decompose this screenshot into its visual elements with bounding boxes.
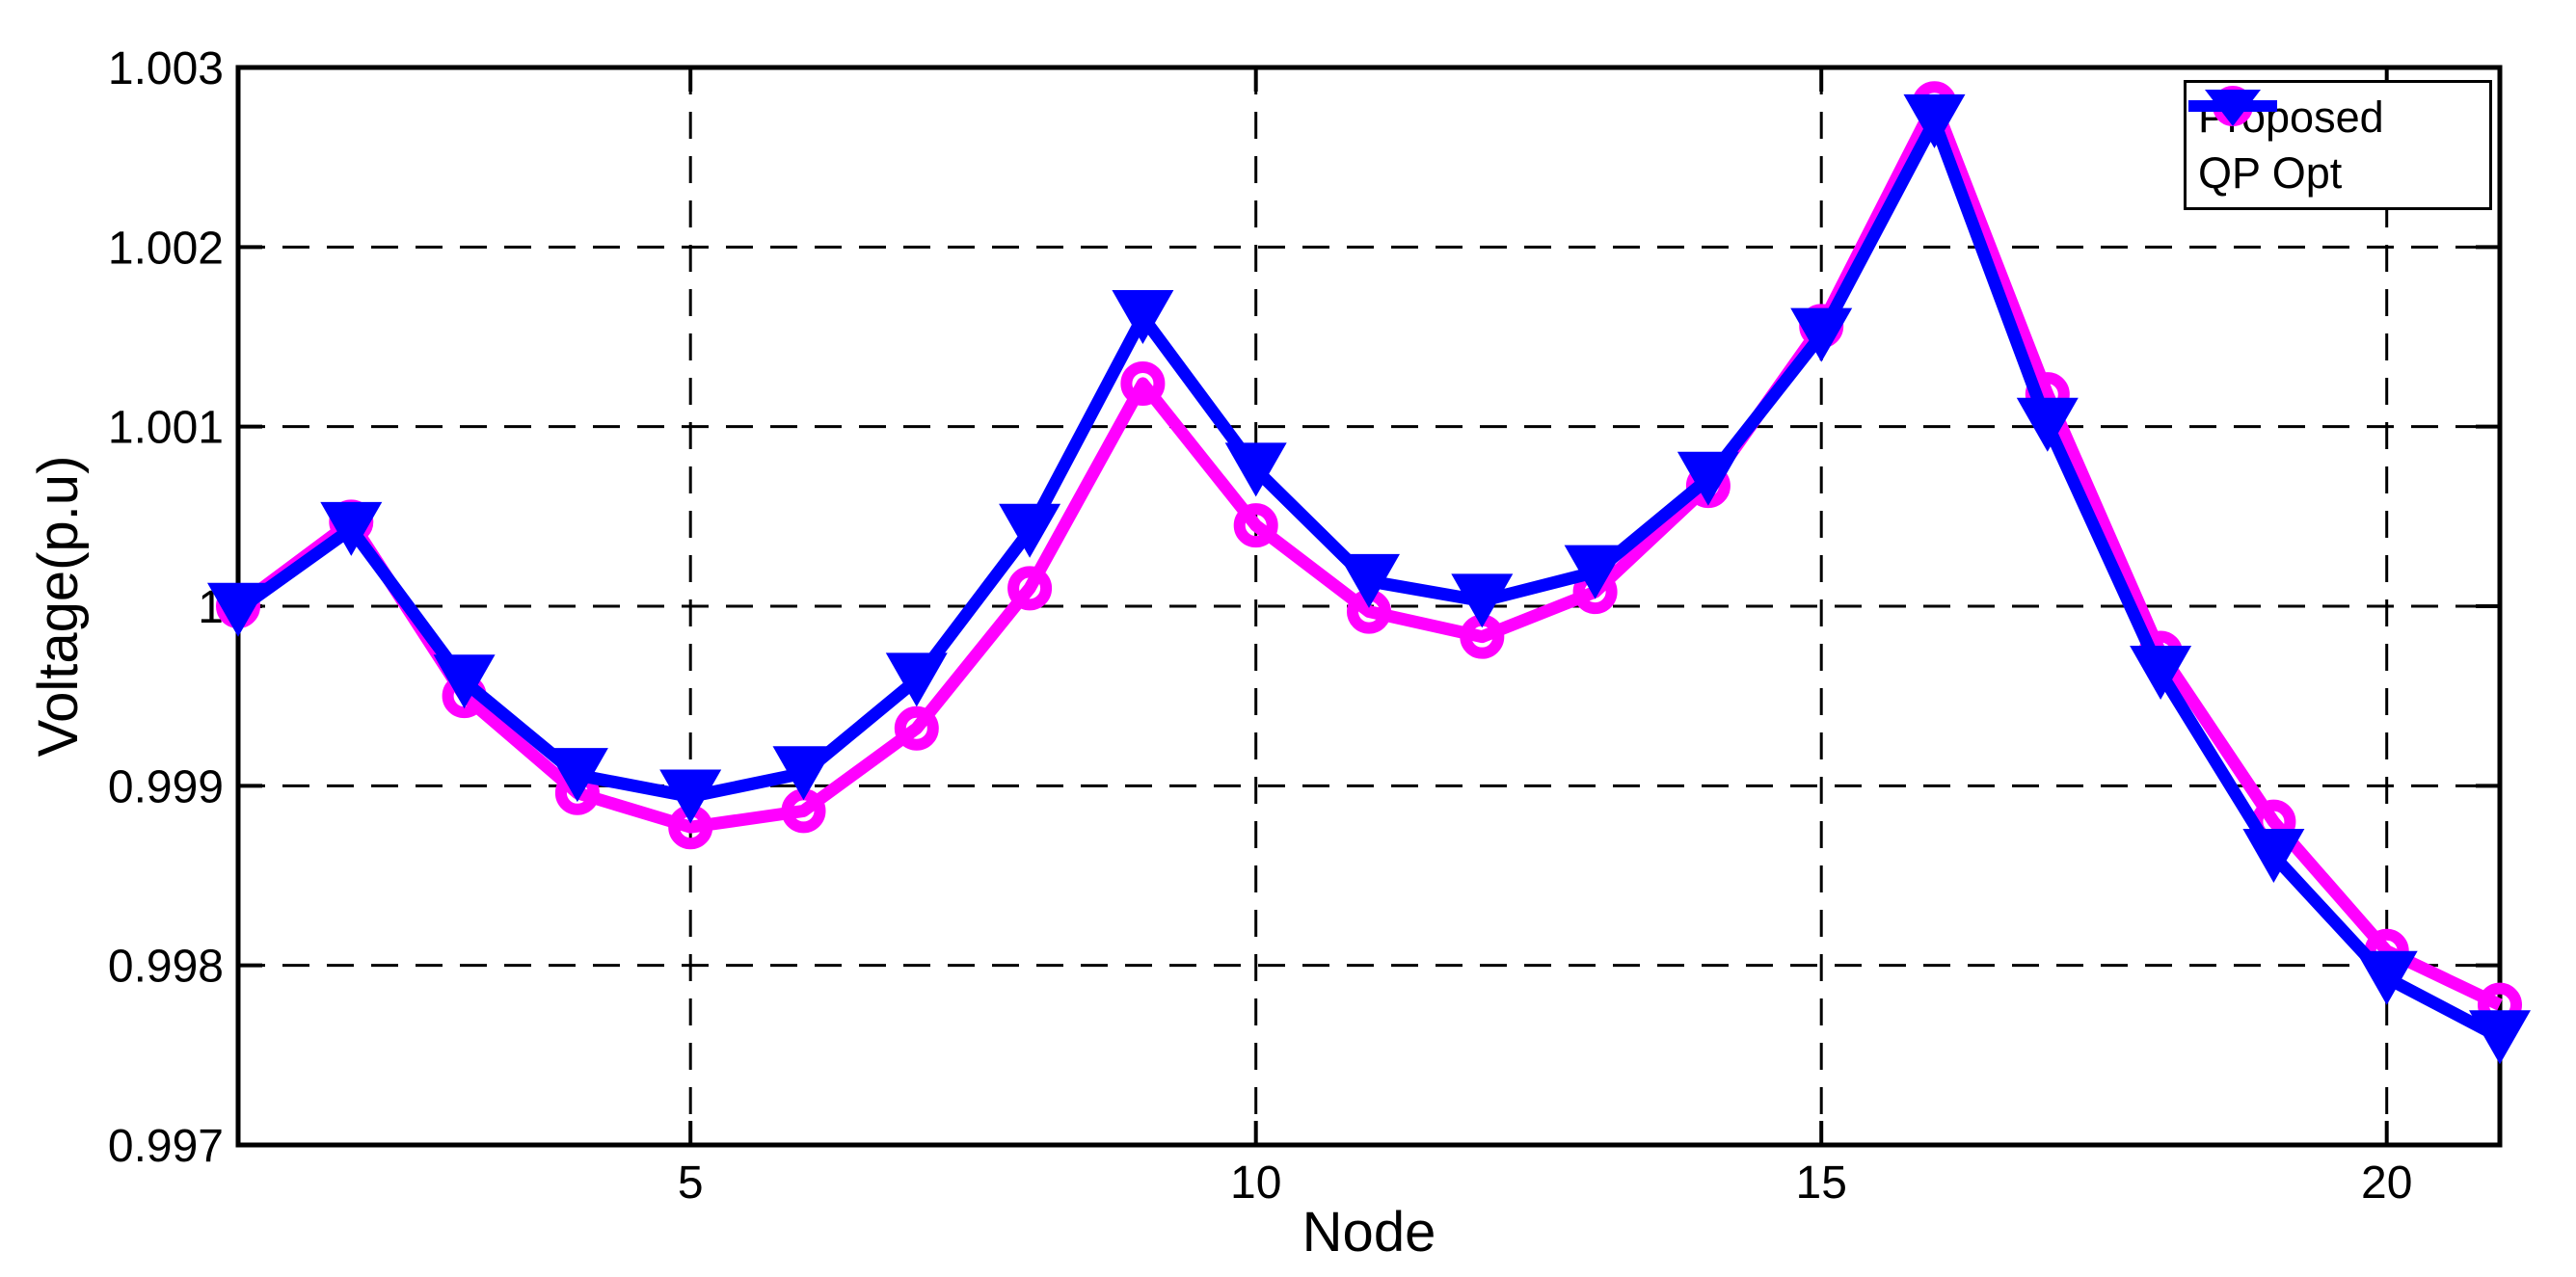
data-point-marker bbox=[2242, 829, 2305, 884]
data-point-marker bbox=[2469, 1010, 2531, 1065]
y-tick-label: 0.999 bbox=[108, 761, 224, 812]
y-tick-label: 1.001 bbox=[108, 403, 224, 454]
data-point-marker bbox=[999, 503, 1061, 558]
x-tick-label: 20 bbox=[2361, 1157, 2412, 1209]
x-tick-label: 15 bbox=[1796, 1157, 1847, 1209]
qp-opt-triangle-marker-icon bbox=[2188, 90, 2277, 126]
data-point-marker bbox=[433, 654, 496, 709]
data-point-marker bbox=[1790, 307, 1853, 362]
legend: Proposed QP Opt bbox=[2184, 80, 2492, 210]
data-point-marker bbox=[1007, 566, 1053, 611]
data-point-marker bbox=[1338, 553, 1400, 608]
y-tick-label: 0.997 bbox=[108, 1121, 224, 1172]
y-tick-label: 0.998 bbox=[108, 942, 224, 993]
series-qp-opt bbox=[207, 93, 2531, 1065]
legend-label-qp-opt: QP Opt bbox=[2198, 148, 2343, 198]
data-point-marker bbox=[546, 748, 608, 803]
series-line bbox=[234, 96, 2503, 1011]
data-point-marker bbox=[320, 501, 383, 556]
y-tick-label: 1.002 bbox=[108, 223, 224, 274]
data-point-marker bbox=[1112, 290, 1174, 345]
x-tick-label: 5 bbox=[678, 1157, 704, 1209]
data-point-marker bbox=[2016, 397, 2079, 452]
data-point-marker bbox=[1677, 451, 1739, 506]
data-point-marker bbox=[659, 769, 722, 824]
data-point-marker bbox=[1120, 360, 1166, 406]
legend-item-qp-opt: QP Opt bbox=[2188, 90, 2489, 198]
data-point-marker bbox=[2130, 645, 2192, 700]
data-point-marker bbox=[894, 705, 939, 751]
y-axis-label: Voltage(p.u) bbox=[27, 456, 90, 758]
x-tick-label: 10 bbox=[1230, 1157, 1281, 1209]
data-point-marker bbox=[1224, 442, 1287, 497]
data-point-marker bbox=[772, 746, 835, 801]
data-point-marker bbox=[885, 652, 948, 707]
data-point-marker bbox=[1903, 93, 1966, 148]
x-axis-label: Node bbox=[1302, 1201, 1436, 1264]
data-point-marker bbox=[1233, 503, 1278, 548]
data-point-marker bbox=[1564, 545, 1626, 599]
data-point-marker bbox=[2355, 950, 2418, 1005]
data-point-marker bbox=[207, 582, 269, 637]
y-tick-label: 1.003 bbox=[108, 43, 224, 94]
data-point-marker bbox=[1451, 573, 1514, 628]
